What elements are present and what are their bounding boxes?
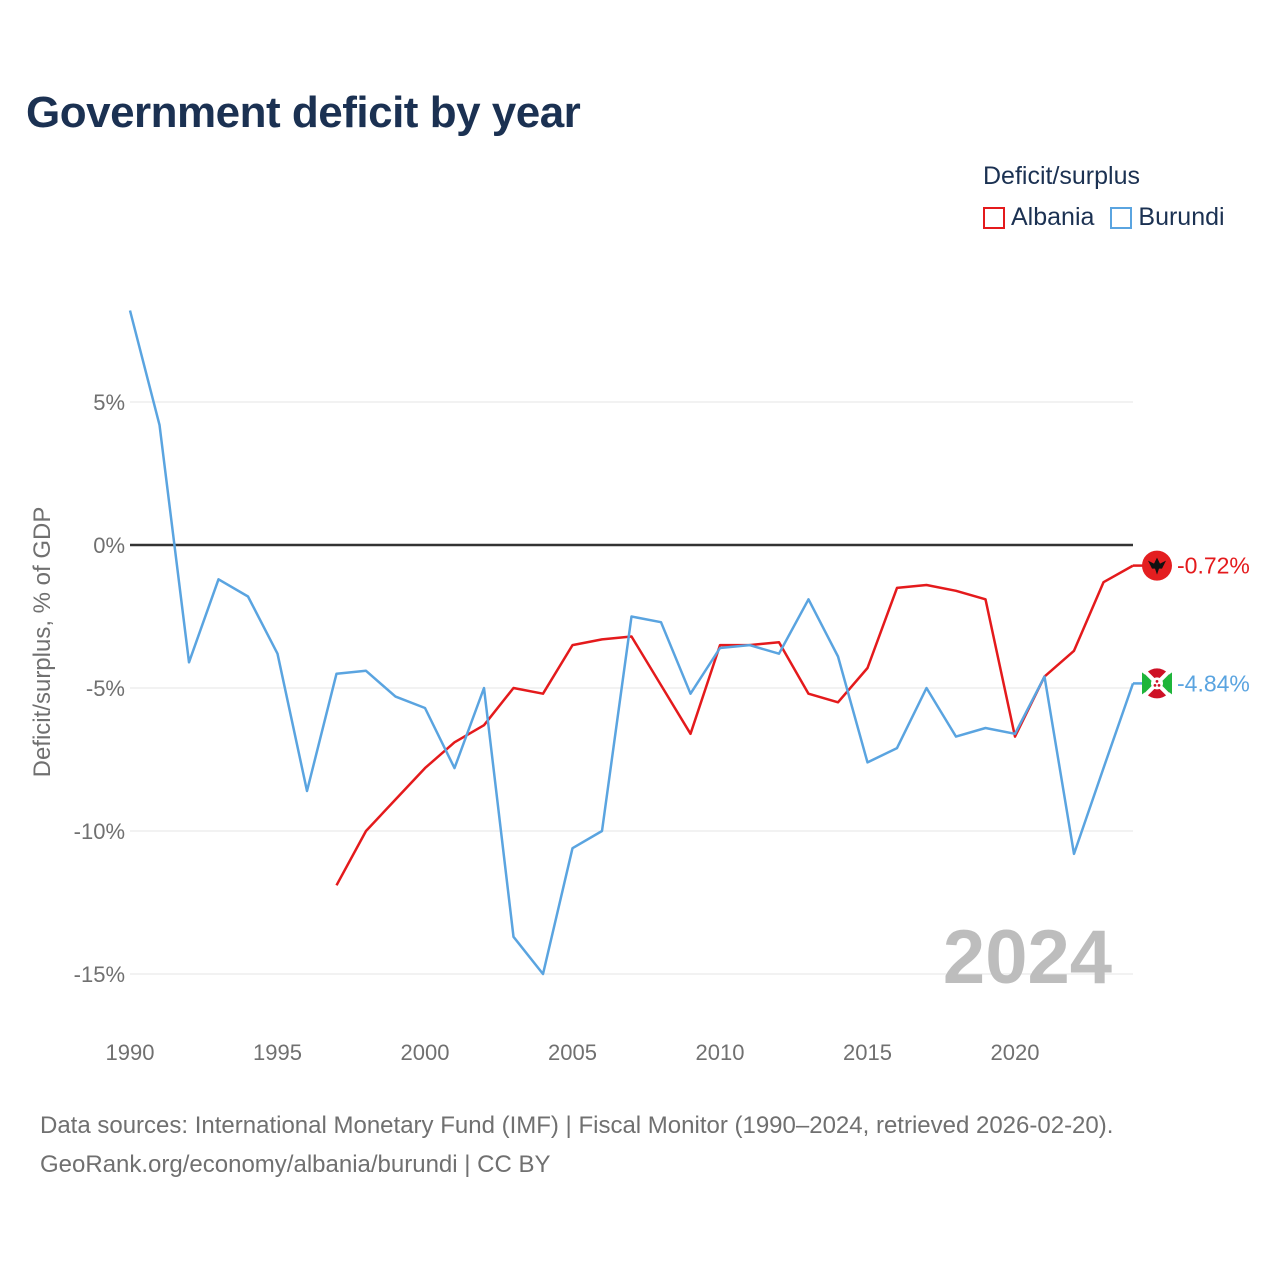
y-tick-label: -15% <box>74 962 125 987</box>
source-line-2: GeoRank.org/economy/albania/burundi | CC… <box>40 1151 551 1178</box>
burundi-flag-icon <box>1142 668 1172 699</box>
y-axis-title: Deficit/surplus, % of GDP <box>29 507 56 778</box>
legend: Deficit/surplus Albania Burundi <box>983 162 1225 232</box>
x-tick-label: 1990 <box>106 1040 155 1065</box>
x-tick-label: 1995 <box>253 1040 302 1065</box>
axis-labels: 5% 0% -5% -10% -15% 1990 1995 2000 2005 2010 2015 2… <box>29 390 1039 1065</box>
legend-swatch-burundi <box>1110 206 1133 229</box>
legend-item-burundi[interactable]: Burundi <box>1110 203 1225 232</box>
legend-label-burundi: Burundi <box>1138 203 1225 231</box>
x-tick-label: 2015 <box>843 1040 892 1065</box>
chart-title: Government deficit by year <box>26 88 581 137</box>
series-line-burundi <box>128 310 1135 976</box>
x-tick-label: 2020 <box>991 1040 1040 1065</box>
source-line-1: Data sources: International Monetary Fun… <box>40 1112 1114 1139</box>
legend-item-albania[interactable]: Albania <box>983 203 1094 232</box>
end-value-label: -0.72% <box>1177 553 1250 579</box>
series-line-albania <box>335 564 1134 886</box>
year-watermark: 2024 <box>943 915 1112 1000</box>
y-tick-label: 5% <box>93 390 125 415</box>
y-tick-label: 0% <box>93 533 125 558</box>
x-tick-label: 2005 <box>548 1040 597 1065</box>
end-value-label: -4.84% <box>1177 670 1250 696</box>
y-tick-label: -5% <box>86 676 125 701</box>
source-note: Data sources: International Monetary Fun… <box>40 1106 1113 1184</box>
legend-swatch-albania <box>983 206 1005 229</box>
legend-title: Deficit/surplus <box>983 162 1140 190</box>
legend-label-albania: Albania <box>1011 203 1095 231</box>
x-tick-label: 2010 <box>696 1040 745 1065</box>
end-labels: -0.72% -4.84% <box>1133 550 1250 699</box>
albania-flag-icon <box>1142 550 1172 581</box>
y-tick-label: -10% <box>74 819 125 844</box>
grid-lines <box>130 401 1133 975</box>
series-lines <box>128 310 1135 976</box>
x-tick-label: 2000 <box>401 1040 450 1065</box>
